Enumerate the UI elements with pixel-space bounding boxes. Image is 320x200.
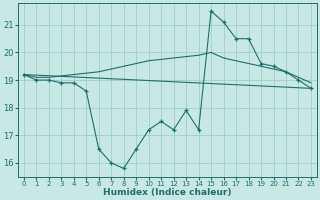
X-axis label: Humidex (Indice chaleur): Humidex (Indice chaleur) xyxy=(103,188,232,197)
